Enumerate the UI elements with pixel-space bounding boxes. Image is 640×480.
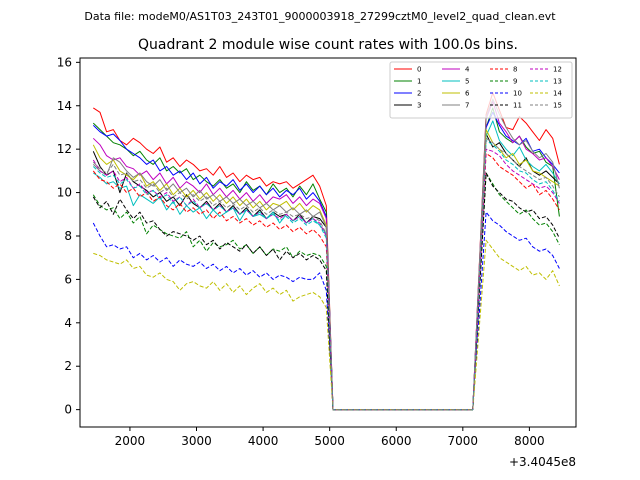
series-line-7 — [92, 98, 560, 411]
series-layer — [92, 92, 560, 411]
y-tick-label: 4 — [64, 316, 72, 330]
x-tick-label: 4000 — [248, 434, 279, 448]
series-line-14 — [93, 239, 560, 411]
legend-label-1: 1 — [417, 78, 421, 86]
legend-label-7: 7 — [465, 102, 469, 110]
x-axis-ticks: 2000 3000 4000 5000 6000 7000 8000 — [115, 427, 545, 448]
legend-frame — [389, 61, 573, 119]
y-tick-label: 10 — [57, 186, 72, 200]
series-line-12 — [92, 148, 560, 411]
x-tick-label: 6000 — [381, 434, 412, 448]
legend-label-14: 14 — [553, 90, 562, 98]
x-tick-label: 5000 — [314, 434, 345, 448]
data-file-label: Data file: modeM0/AS1T03_243T01_90000039… — [84, 10, 556, 23]
x-tick-label: 8000 — [514, 434, 545, 448]
y-tick-label: 0 — [64, 403, 72, 417]
x-tick-label: 3000 — [181, 434, 212, 448]
legend-label-3: 3 — [417, 102, 421, 110]
legend-label-10: 10 — [513, 90, 522, 98]
legend-label-2: 2 — [417, 90, 421, 98]
plot-frame — [79, 57, 577, 428]
legend-label-4: 4 — [465, 66, 470, 74]
legend-label-8: 8 — [513, 66, 517, 74]
legend-label-0: 0 — [417, 66, 421, 74]
x-offset-label: +3.4045e8 — [509, 455, 576, 469]
series-line-10 — [92, 211, 560, 411]
y-tick-label: 2 — [64, 359, 72, 373]
legend-label-12: 12 — [553, 66, 562, 74]
y-tick-label: 12 — [57, 142, 72, 156]
x-tick-label: 7000 — [448, 434, 479, 448]
legend-label-13: 13 — [553, 78, 562, 86]
y-tick-label: 8 — [64, 229, 72, 243]
series-line-15 — [92, 137, 560, 411]
legend-label-15: 15 — [553, 102, 562, 110]
y-axis-ticks: 0 2 4 6 8 10 12 14 16 — [57, 55, 80, 417]
chart-title: Quadrant 2 module wise count rates with … — [138, 37, 518, 53]
y-tick-label: 16 — [57, 55, 72, 69]
legend-label-9: 9 — [513, 78, 517, 86]
y-tick-label: 6 — [64, 272, 72, 286]
series-line-13 — [92, 140, 560, 411]
series-line-11 — [92, 172, 560, 411]
legend-label-11: 11 — [513, 102, 522, 110]
legend-label-6: 6 — [465, 90, 470, 98]
y-tick-label: 14 — [57, 99, 72, 113]
legend-label-5: 5 — [465, 78, 469, 86]
x-tick-label: 2000 — [115, 434, 146, 448]
